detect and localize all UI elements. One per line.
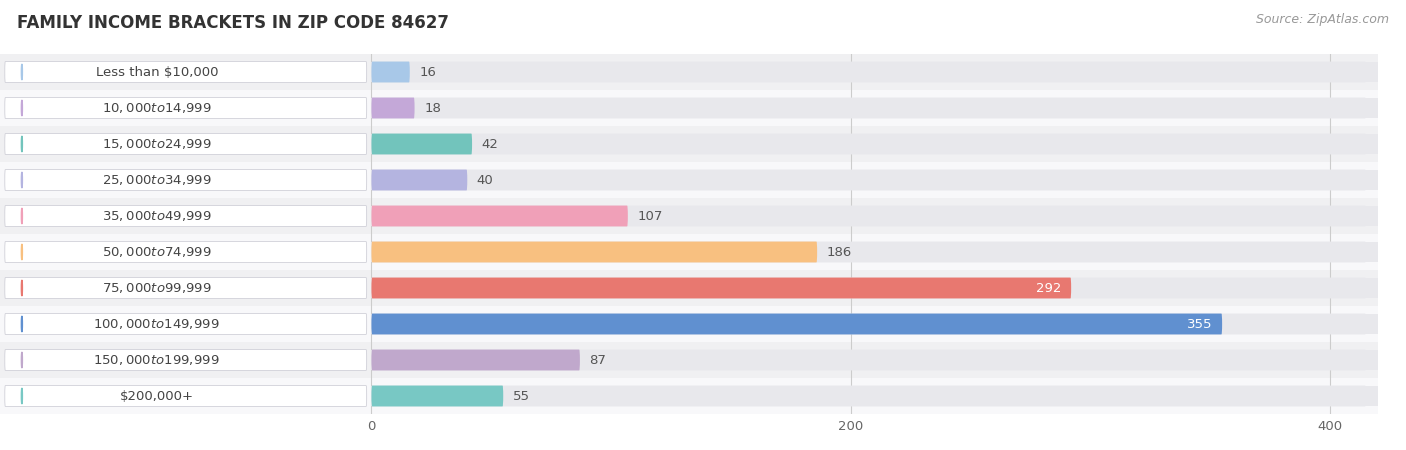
Text: 42: 42 bbox=[482, 138, 499, 150]
Text: 40: 40 bbox=[477, 174, 494, 186]
Text: $100,000 to $149,999: $100,000 to $149,999 bbox=[93, 317, 219, 331]
FancyBboxPatch shape bbox=[371, 98, 1365, 118]
FancyBboxPatch shape bbox=[4, 134, 367, 154]
FancyBboxPatch shape bbox=[371, 98, 415, 118]
Bar bbox=[0, 126, 1378, 162]
Bar bbox=[371, 206, 1378, 226]
FancyBboxPatch shape bbox=[4, 206, 367, 226]
Text: 55: 55 bbox=[513, 390, 530, 402]
Bar bbox=[371, 278, 1378, 298]
Bar bbox=[0, 54, 1378, 90]
Text: Less than $10,000: Less than $10,000 bbox=[96, 66, 218, 78]
FancyBboxPatch shape bbox=[371, 278, 1365, 298]
Bar bbox=[371, 98, 1378, 118]
Bar bbox=[0, 198, 1378, 234]
Text: $50,000 to $74,999: $50,000 to $74,999 bbox=[101, 245, 212, 259]
FancyBboxPatch shape bbox=[371, 278, 1071, 298]
Bar bbox=[0, 90, 1378, 126]
FancyBboxPatch shape bbox=[371, 350, 1365, 370]
FancyBboxPatch shape bbox=[4, 170, 367, 190]
FancyBboxPatch shape bbox=[371, 134, 1365, 154]
Bar bbox=[0, 234, 1378, 270]
FancyBboxPatch shape bbox=[371, 62, 1365, 82]
Text: $35,000 to $49,999: $35,000 to $49,999 bbox=[101, 209, 212, 223]
Text: $10,000 to $14,999: $10,000 to $14,999 bbox=[101, 101, 212, 115]
FancyBboxPatch shape bbox=[371, 386, 1365, 406]
FancyBboxPatch shape bbox=[4, 62, 367, 82]
Text: 107: 107 bbox=[637, 210, 662, 222]
Bar bbox=[0, 306, 1378, 342]
FancyBboxPatch shape bbox=[371, 206, 628, 226]
Text: Source: ZipAtlas.com: Source: ZipAtlas.com bbox=[1256, 14, 1389, 27]
Bar bbox=[371, 314, 1378, 334]
Bar bbox=[371, 62, 1378, 82]
FancyBboxPatch shape bbox=[4, 350, 367, 370]
FancyBboxPatch shape bbox=[371, 386, 503, 406]
Bar bbox=[371, 134, 1378, 154]
FancyBboxPatch shape bbox=[4, 386, 367, 406]
FancyBboxPatch shape bbox=[371, 170, 467, 190]
FancyBboxPatch shape bbox=[371, 350, 579, 370]
Text: $200,000+: $200,000+ bbox=[120, 390, 194, 402]
Bar bbox=[0, 342, 1378, 378]
Text: $75,000 to $99,999: $75,000 to $99,999 bbox=[101, 281, 212, 295]
FancyBboxPatch shape bbox=[4, 98, 367, 118]
FancyBboxPatch shape bbox=[4, 314, 367, 334]
FancyBboxPatch shape bbox=[371, 314, 1222, 334]
FancyBboxPatch shape bbox=[371, 242, 817, 262]
Text: 355: 355 bbox=[1187, 318, 1212, 330]
Bar bbox=[371, 350, 1378, 370]
FancyBboxPatch shape bbox=[371, 62, 409, 82]
Bar bbox=[371, 242, 1378, 262]
Bar bbox=[0, 270, 1378, 306]
FancyBboxPatch shape bbox=[371, 206, 1365, 226]
Text: 87: 87 bbox=[589, 354, 606, 366]
Bar bbox=[0, 378, 1378, 414]
Text: $15,000 to $24,999: $15,000 to $24,999 bbox=[101, 137, 212, 151]
FancyBboxPatch shape bbox=[371, 170, 1365, 190]
Text: 186: 186 bbox=[827, 246, 852, 258]
FancyBboxPatch shape bbox=[371, 134, 472, 154]
Text: 18: 18 bbox=[425, 102, 441, 114]
FancyBboxPatch shape bbox=[4, 242, 367, 262]
Bar bbox=[371, 170, 1378, 190]
FancyBboxPatch shape bbox=[371, 242, 1365, 262]
Bar bbox=[371, 386, 1378, 406]
FancyBboxPatch shape bbox=[371, 314, 1365, 334]
Text: $25,000 to $34,999: $25,000 to $34,999 bbox=[101, 173, 212, 187]
Text: FAMILY INCOME BRACKETS IN ZIP CODE 84627: FAMILY INCOME BRACKETS IN ZIP CODE 84627 bbox=[17, 14, 449, 32]
Text: 292: 292 bbox=[1036, 282, 1062, 294]
Text: 16: 16 bbox=[419, 66, 436, 78]
Text: $150,000 to $199,999: $150,000 to $199,999 bbox=[93, 353, 219, 367]
Bar bbox=[0, 162, 1378, 198]
FancyBboxPatch shape bbox=[4, 278, 367, 298]
